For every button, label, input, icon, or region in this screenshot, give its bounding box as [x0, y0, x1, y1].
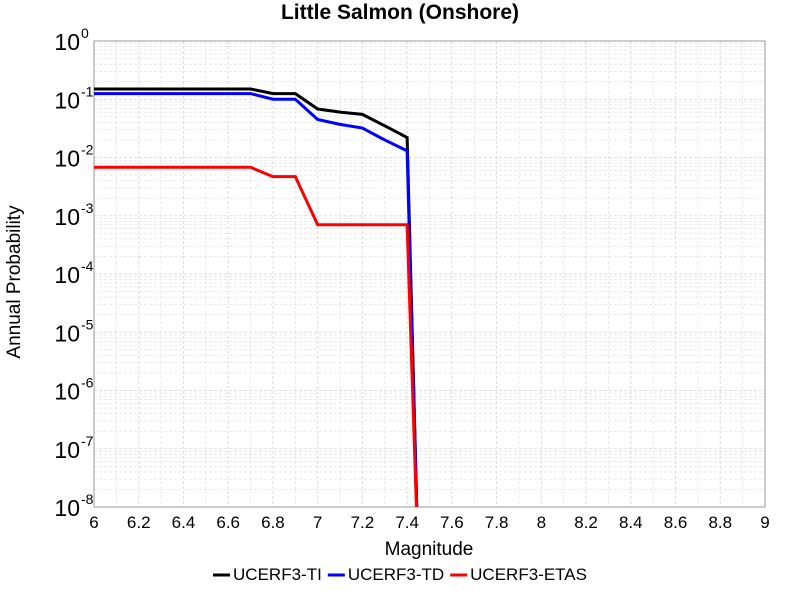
- x-tick-label: 8.2: [574, 513, 598, 532]
- legend-item: UCERF3-TI: [213, 565, 322, 584]
- series-line-ucerf3-etas: [94, 165, 418, 507]
- y-tick-base: 10: [54, 320, 80, 346]
- y-tick-label: 10 -7: [54, 433, 93, 463]
- y-tick-label: 10 -3: [54, 200, 93, 230]
- x-tick-label: 7.8: [485, 513, 509, 532]
- y-tick-label: 10 -6: [54, 375, 93, 405]
- chart-title: Little Salmon (Onshore): [281, 1, 519, 24]
- x-tick-label: 8.8: [708, 513, 732, 532]
- legend-label: UCERF3-TD: [348, 565, 444, 584]
- x-tick-label: 8: [537, 513, 546, 532]
- y-tick-exponent: -8: [81, 491, 94, 507]
- y-tick-base: 10: [54, 29, 80, 55]
- x-tick-label: 7: [313, 513, 322, 532]
- grid: [93, 41, 766, 508]
- x-axis-label: Magnitude: [385, 539, 474, 560]
- y-tick-base: 10: [54, 87, 80, 113]
- legend-label: UCERF3-ETAS: [470, 565, 587, 584]
- y-tick-exponent: -7: [81, 433, 94, 449]
- y-tick-exponent: -3: [81, 200, 94, 216]
- x-tick-label: 9: [760, 513, 769, 532]
- series-line-ucerf3-td: [94, 92, 419, 507]
- y-tick-exponent: -4: [81, 258, 94, 274]
- x-tick-label: 7.2: [351, 513, 375, 532]
- y-tick-base: 10: [54, 262, 80, 288]
- y-tick-label: 10 -1: [54, 83, 93, 113]
- x-tick-label: 8.4: [619, 513, 643, 532]
- y-tick-label: 10 0: [54, 25, 89, 55]
- y-tick-exponent: -2: [81, 142, 94, 158]
- y-tick-label: 10 -8: [54, 491, 93, 521]
- x-tick-label: 6: [89, 513, 98, 532]
- y-tick-exponent: -5: [81, 316, 94, 332]
- x-tick-label: 7.6: [440, 513, 464, 532]
- x-axis-ticks: 6 6.2 6.4 6.6 6.8 7 7.2 7.4 7.6 7.8 8 8.2 8.4 8.6 8.8 9: [89, 513, 769, 532]
- x-tick-label: 6.6: [216, 513, 240, 532]
- y-tick-label: 10 -4: [54, 258, 93, 288]
- series-line-ucerf3-ti: [94, 87, 419, 507]
- y-tick-base: 10: [54, 437, 80, 463]
- y-tick-base: 10: [54, 146, 80, 172]
- legend: UCERF3-TI UCERF3-TD UCERF3-ETAS: [213, 565, 587, 584]
- plot-area-border: [93, 40, 766, 508]
- y-tick-label: 10 -2: [54, 142, 93, 172]
- x-tick-label: 6.8: [261, 513, 285, 532]
- legend-item: UCERF3-TD: [327, 565, 444, 584]
- y-tick-base: 10: [54, 495, 80, 521]
- y-tick-exponent: -1: [81, 83, 94, 99]
- plot-series-group: [94, 87, 419, 507]
- x-tick-label: 6.2: [127, 513, 151, 532]
- y-tick-exponent: 0: [81, 25, 89, 41]
- x-tick-label: 6.4: [172, 513, 196, 532]
- legend-item: UCERF3-ETAS: [450, 565, 587, 584]
- y-tick-base: 10: [54, 379, 80, 405]
- x-tick-label: 7.4: [395, 513, 419, 532]
- legend-label: UCERF3-TI: [233, 565, 322, 584]
- y-axis-label: Annual Probability: [4, 205, 25, 359]
- y-tick-base: 10: [54, 204, 80, 230]
- y-tick-exponent: -6: [81, 375, 94, 391]
- y-tick-label: 10 -5: [54, 316, 93, 346]
- x-tick-label: 8.6: [664, 513, 688, 532]
